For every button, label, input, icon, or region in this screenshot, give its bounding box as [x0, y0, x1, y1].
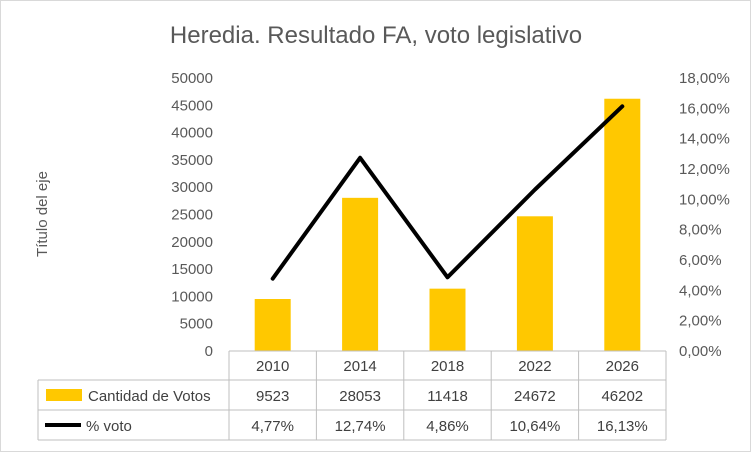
category-label-2014: 2014 — [343, 358, 376, 375]
bar-2018 — [429, 288, 466, 351]
category-label-2018: 2018 — [431, 358, 464, 375]
pct-value-2022: 10,64% — [509, 418, 560, 435]
category-label-2022: 2022 — [518, 358, 551, 375]
right-tick-label: 6,00% — [679, 252, 722, 269]
right-axis-ticks: 0,00% 2,00% 4,00% 6,00% 8,00% 10,00% 12,00% 14,… — [679, 70, 730, 360]
chart-title: Heredia. Resultado FA, voto legislativo — [170, 22, 582, 49]
bar-2014 — [342, 197, 379, 351]
line-series — [270, 104, 625, 281]
bar-2026 — [604, 98, 641, 351]
right-tick-label: 10,00% — [679, 191, 730, 208]
y-axis-title: Título del eje — [34, 171, 51, 257]
votos-value-2022: 24672 — [514, 388, 556, 405]
pct-value-2026: 16,13% — [597, 418, 648, 435]
right-tick-label: 8,00% — [679, 222, 722, 239]
left-tick-label: 40000 — [171, 125, 213, 142]
votos-value-2010: 9523 — [256, 388, 289, 405]
data-table: 2010 2014 2018 2022 2026 Cantidad de Votos % v… — [37, 350, 667, 441]
left-tick-label: 25000 — [171, 207, 213, 224]
votos-value-2014: 28053 — [339, 388, 381, 405]
legend-label-pct: % voto — [86, 418, 132, 435]
right-tick-label: 0,00% — [679, 343, 722, 360]
bar-2022 — [516, 216, 553, 351]
left-tick-label: 0 — [205, 343, 213, 360]
votos-value-2018: 11418 — [427, 388, 468, 405]
left-tick-label: 5000 — [180, 316, 213, 333]
right-tick-label: 14,00% — [679, 131, 730, 148]
left-tick-label: 20000 — [171, 234, 213, 251]
left-tick-label: 35000 — [171, 152, 213, 169]
pct-value-2018: 4,86% — [426, 418, 469, 435]
right-tick-label: 4,00% — [679, 282, 722, 299]
left-tick-label: 15000 — [171, 261, 213, 278]
left-tick-label: 10000 — [171, 288, 213, 305]
left-tick-label: 50000 — [171, 70, 213, 87]
right-tick-label: 12,00% — [679, 161, 730, 178]
legend-key-votos — [46, 389, 82, 401]
legend-label-votos: Cantidad de Votos — [88, 388, 211, 405]
left-tick-label: 30000 — [171, 179, 213, 196]
category-label-2026: 2026 — [606, 358, 639, 375]
bar-2010 — [254, 299, 291, 351]
votos-value-2026: 46202 — [601, 388, 643, 405]
pct-value-2014: 12,74% — [335, 418, 386, 435]
pct-value-2010: 4,77% — [251, 418, 294, 435]
bar-series — [254, 98, 641, 351]
category-label-2010: 2010 — [256, 358, 289, 375]
left-axis-ticks: 0 5000 10000 15000 20000 25000 30000 35000 40000… — [171, 70, 213, 360]
right-tick-label: 18,00% — [679, 70, 730, 87]
right-tick-label: 2,00% — [679, 313, 722, 330]
left-tick-label: 45000 — [171, 97, 213, 114]
right-tick-label: 16,00% — [679, 100, 730, 117]
